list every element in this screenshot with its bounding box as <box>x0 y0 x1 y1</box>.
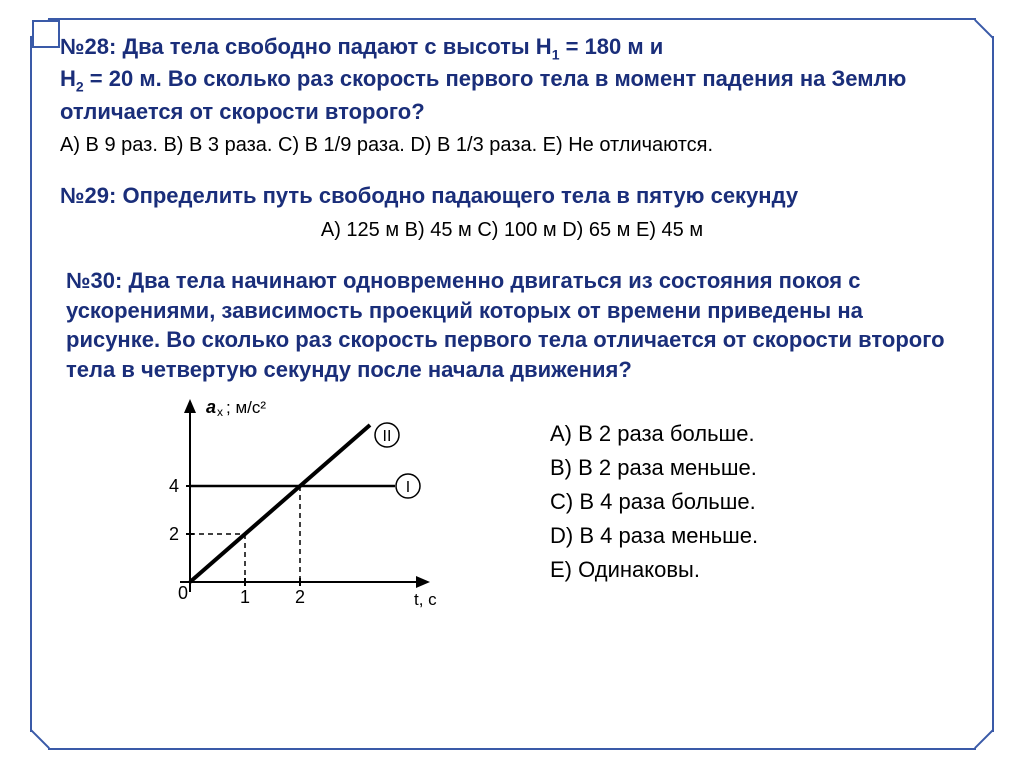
q28-sub1: 1 <box>552 46 560 62</box>
q29-answers: A) 125 м B) 45 м C) 100 м D) 65 м E) 45 … <box>60 217 964 244</box>
ytick-2: 2 <box>169 524 179 544</box>
y-axis-sub: x <box>217 405 223 419</box>
series-II-line <box>190 425 370 582</box>
q30-bottom-row: 2 4 1 2 0 <box>60 397 964 612</box>
q30-ans-a: A) В 2 раза больше. <box>550 417 964 451</box>
q28-text-1b: = 180 м и <box>560 34 664 59</box>
series-I-label: I <box>406 479 410 496</box>
q30-ans-d: D) В 4 раза меньше. <box>550 519 964 553</box>
q30-ans-e: E) Одинаковы. <box>550 553 964 587</box>
slide-frame: №28: Два тела свободно падают с высоты H… <box>30 18 994 750</box>
xtick-2: 2 <box>295 587 305 607</box>
xtick-1: 1 <box>240 587 250 607</box>
q29-number: №29: <box>60 183 116 208</box>
q30-number: №30: <box>66 268 122 293</box>
q28-sub2: 2 <box>76 79 84 95</box>
ytick-4: 4 <box>169 476 179 496</box>
q29-title: №29: Определить путь свободно падающего … <box>60 181 964 211</box>
q29-text: Определить путь свободно падающего тела … <box>122 183 798 208</box>
slide-content: №28: Два тела свободно падают с высоты H… <box>60 32 964 612</box>
q28-text-1a: Два тела свободно падают с высоты H <box>122 34 551 59</box>
q28-answers: A) В 9 раз. B) В 3 раза. C) В 1/9 раза. … <box>60 132 964 159</box>
q28-text-2b: = 20 м. Во сколько раз скорость первого … <box>60 66 906 123</box>
q30-ans-b: B) В 2 раза меньше. <box>550 451 964 485</box>
y-axis-unit: ; м/с² <box>226 398 266 417</box>
q28-text-2a: H <box>60 66 76 91</box>
acceleration-graph: 2 4 1 2 0 <box>150 397 450 612</box>
q28-title: №28: Два тела свободно падают с высоты H… <box>60 32 964 126</box>
q30-ans-c: C) В 4 раза больше. <box>550 485 964 519</box>
q30-text: Два тела начинают одновременно двигаться… <box>66 268 945 382</box>
q30-title: №30: Два тела начинают одновременно двиг… <box>60 266 964 385</box>
x-axis-label: t, c <box>414 590 437 609</box>
origin-label: 0 <box>178 583 188 603</box>
series-II-label: II <box>383 428 392 445</box>
y-axis-label: a <box>206 397 216 417</box>
q30-answers: A) В 2 раза больше. B) В 2 раза меньше. … <box>450 397 964 587</box>
graph-container: 2 4 1 2 0 <box>60 397 450 612</box>
q28-number: №28: <box>60 34 116 59</box>
